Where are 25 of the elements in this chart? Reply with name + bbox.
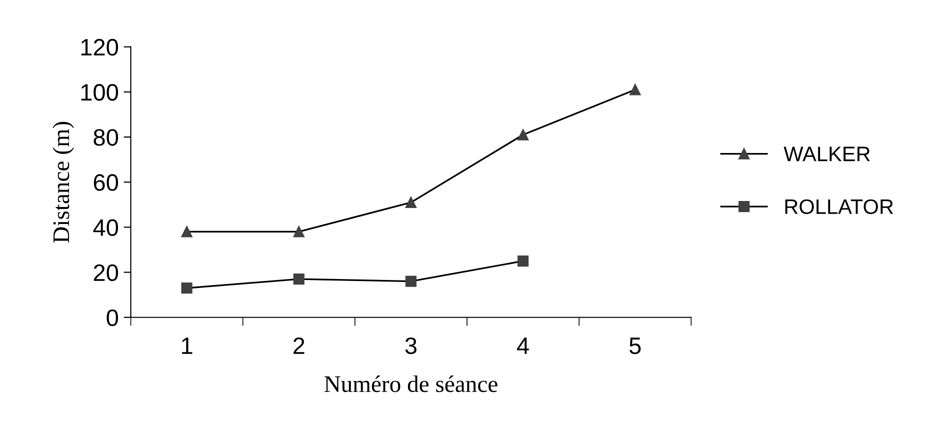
y-tick-label: 60 [94, 174, 118, 191]
legend-label: WALKER [784, 146, 870, 162]
point [405, 196, 417, 208]
y-tick-label: 20 [94, 264, 118, 282]
x-tick-label: 1 [182, 338, 192, 354]
x-tick-label: 3 [405, 337, 416, 354]
y-tick-label: 0 [106, 309, 118, 326]
point [293, 273, 304, 285]
point [405, 276, 417, 287]
x-axis-title: Numéro de séance [324, 375, 498, 392]
point [630, 84, 641, 96]
y-axis-title: Distance (m) [52, 122, 74, 243]
x-tick-label: 4 [517, 338, 529, 354]
point [181, 226, 192, 238]
point [517, 255, 529, 267]
point [293, 226, 304, 238]
y-tick-label: 40 [93, 219, 118, 236]
point [517, 129, 529, 140]
y-tick-label: 120 [81, 38, 118, 56]
y-tick-label: 80 [94, 129, 118, 146]
x-tick-label: 2 [294, 337, 304, 354]
x-tick-label: 5 [630, 338, 641, 354]
legend-label: ROLLATOR [785, 199, 894, 214]
y-tick-label: 100 [81, 84, 118, 101]
point [181, 282, 192, 294]
